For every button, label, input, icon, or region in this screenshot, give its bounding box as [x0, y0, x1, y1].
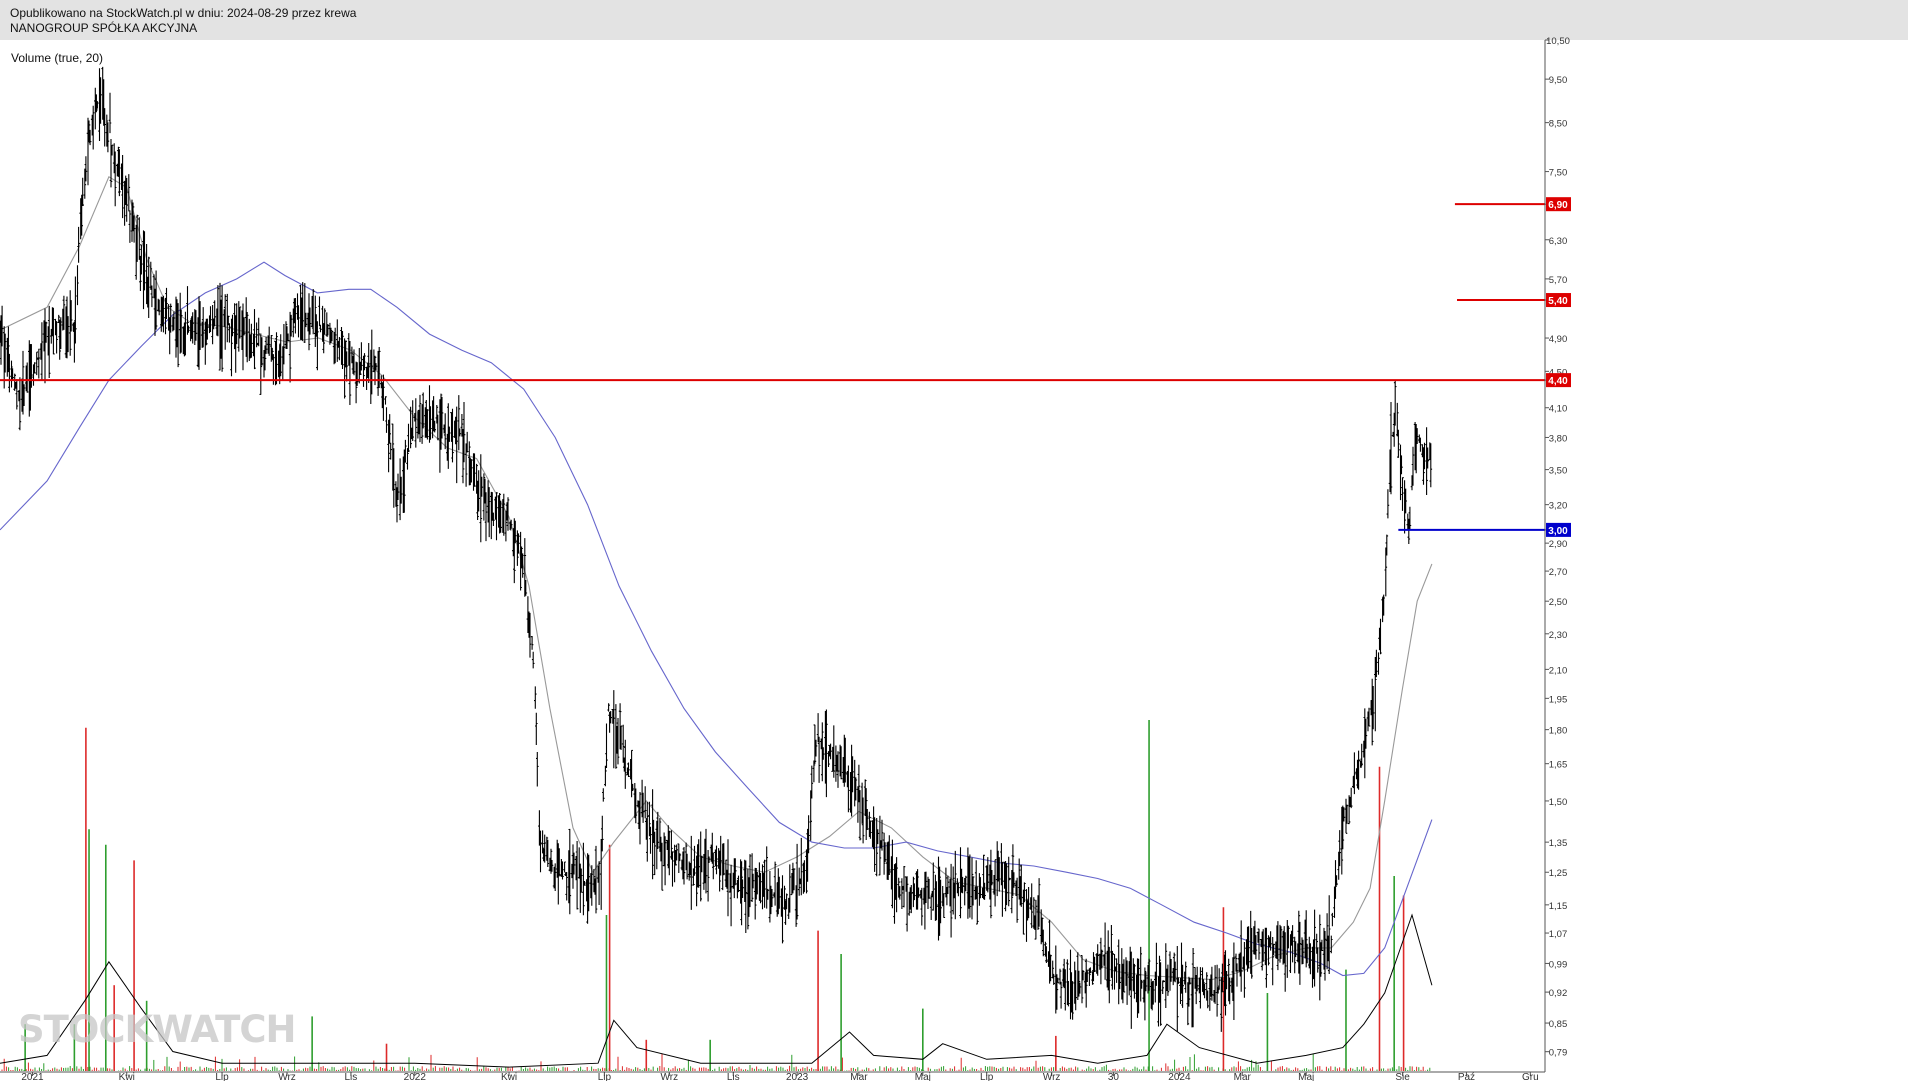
company-name: NANOGROUP SPÓŁKA AKCYJNA	[10, 21, 198, 35]
level-badge	[1546, 197, 1571, 212]
price-tick-label: 1,80	[1549, 726, 1568, 737]
time-tick-label: Lip	[980, 1072, 994, 1081]
time-tick-label: 2021	[21, 1072, 44, 1081]
time-tick-label: Lis	[344, 1072, 357, 1081]
time-tick-label: Maj	[1298, 1072, 1314, 1081]
price-tick-label: 6,30	[1549, 236, 1568, 247]
publication-info: Opublikowano na StockWatch.pl w dniu: 20…	[10, 6, 357, 20]
time-axis: 2021 Kwi Lip Wrz Lis 2022 Kwi Lip Wrz Lis 2023 Mar M…	[0, 1071, 1545, 1081]
time-tick-label: Mar	[1234, 1072, 1252, 1081]
price-tick-label: 7,50	[1549, 168, 1568, 179]
price-tick-label: 3,50	[1549, 466, 1568, 477]
price-tick-label: 1,15	[1549, 901, 1568, 912]
time-tick-label: Sie	[1395, 1072, 1410, 1081]
price-tick-label: 1,07	[1549, 929, 1568, 940]
price-tick-label: 1,25	[1549, 868, 1568, 879]
level-badge	[1546, 522, 1571, 537]
time-tick-label: Kwi	[119, 1072, 135, 1081]
ma_long-line	[0, 261, 1433, 977]
price-tick-label: 2,90	[1549, 539, 1568, 550]
price-tick-label: 4,90	[1549, 334, 1568, 345]
price-tick-label: 1,95	[1549, 694, 1568, 705]
time-tick-label: 30	[1108, 1072, 1120, 1081]
price-tick-label: 1,65	[1549, 760, 1568, 771]
price-tick-label: 0,79	[1549, 1048, 1568, 1059]
time-tick-label: 2023	[786, 1072, 809, 1081]
price-tick-label: 3,20	[1549, 501, 1568, 512]
level-badge-label: 6,90	[1548, 200, 1568, 211]
time-tick-label: Mar	[850, 1072, 868, 1081]
price-tick-label: 5,70	[1549, 275, 1568, 286]
time-tick-label: Wrz	[278, 1072, 296, 1081]
price-tick-label: 3,80	[1549, 433, 1568, 444]
level-badge-label: 4,40	[1548, 376, 1568, 387]
time-tick-label: Wrz	[1043, 1072, 1061, 1081]
horizontal-levels	[0, 203, 1545, 531]
price-tick-label: 1,35	[1549, 838, 1568, 849]
level-badge	[1546, 373, 1571, 388]
time-tick-label: 2022	[404, 1072, 427, 1081]
price-tick-label: 0,85	[1549, 1019, 1568, 1030]
price-tick-label: 2,70	[1549, 567, 1568, 578]
price-tick-label: 0,99	[1549, 959, 1568, 970]
time-tick-label: 2024	[1168, 1072, 1191, 1081]
time-tick-label: Wrz	[661, 1072, 679, 1081]
price-tick-label: 0,92	[1549, 988, 1568, 999]
price-tick-label: 4,50	[1549, 367, 1568, 378]
price-tick-label: 1,50	[1549, 797, 1568, 808]
volume-indicator-label: Volume (true, 20)	[11, 51, 104, 65]
time-tick-label: Kwi	[501, 1072, 517, 1081]
price-tick-label: 9,50	[1549, 75, 1568, 86]
level-badge-label: 3,00	[1548, 526, 1568, 537]
price-tick-label: 2,10	[1549, 665, 1568, 676]
time-tick-label: Gru	[1522, 1072, 1539, 1081]
time-tick-label: Paź	[1458, 1072, 1475, 1081]
price-axis: 10,50 9,50 8,50 7,50 6,90 6,30 5,70 5,40 4,90 4,5…	[1544, 36, 1571, 1072]
price-tick-label: 10,50	[1546, 36, 1570, 47]
price-tick-label: 8,50	[1549, 119, 1568, 130]
price-series	[0, 66, 1433, 1032]
time-tick-label: Maj	[915, 1072, 931, 1081]
time-tick-label: Lip	[215, 1072, 229, 1081]
time-tick-label: Lis	[727, 1072, 740, 1081]
level-badge-label: 5,40	[1548, 296, 1568, 307]
volume-average-line	[0, 913, 1433, 1068]
level-badge	[1546, 293, 1571, 308]
chart-header: Opublikowano na StockWatch.pl w dniu: 20…	[0, 0, 1908, 40]
price-tick-label: 2,30	[1549, 630, 1568, 641]
volume-layer	[0, 720, 1433, 1071]
stockwatch-logo: STOCKWATCH	[18, 1008, 296, 1051]
time-tick-label: Lip	[598, 1072, 612, 1081]
price-tick-label: 2,50	[1549, 597, 1568, 608]
price-bars	[0, 66, 1433, 1032]
price-tick-label: 4,10	[1549, 404, 1568, 415]
